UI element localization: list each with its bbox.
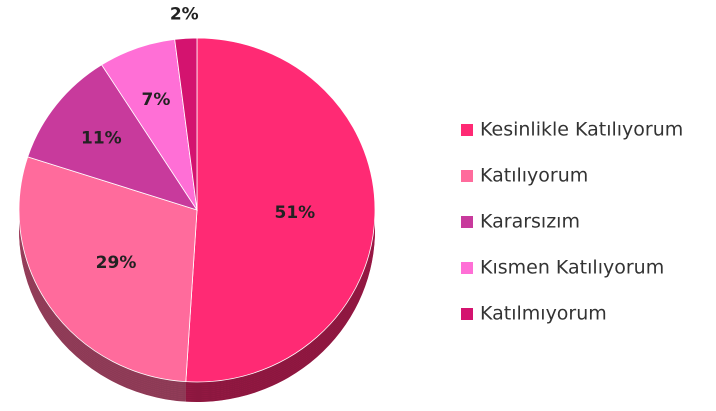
slice	[27, 64, 198, 211]
data-label: 51%	[275, 203, 316, 223]
legend-label: Kısmen Katılıyorum	[480, 257, 664, 279]
legend-label: Katılmıyorum	[480, 303, 607, 325]
slice	[18, 156, 198, 383]
slice	[185, 37, 376, 383]
data-label: 11%	[81, 128, 122, 148]
slice	[174, 37, 198, 211]
legend-swatch	[461, 170, 473, 182]
legend-label: Katılıyorum	[480, 165, 588, 187]
legend-swatch	[461, 124, 473, 136]
data-label: 2%	[170, 4, 199, 24]
legend-swatch	[461, 308, 473, 320]
legend-swatch	[461, 216, 473, 228]
legend-swatch	[461, 262, 473, 274]
data-label: 29%	[96, 253, 137, 273]
legend-label: Kesinlikle Katılıyorum	[480, 119, 683, 141]
data-label: 7%	[142, 90, 171, 110]
legend-label: Kararsızım	[480, 211, 580, 233]
